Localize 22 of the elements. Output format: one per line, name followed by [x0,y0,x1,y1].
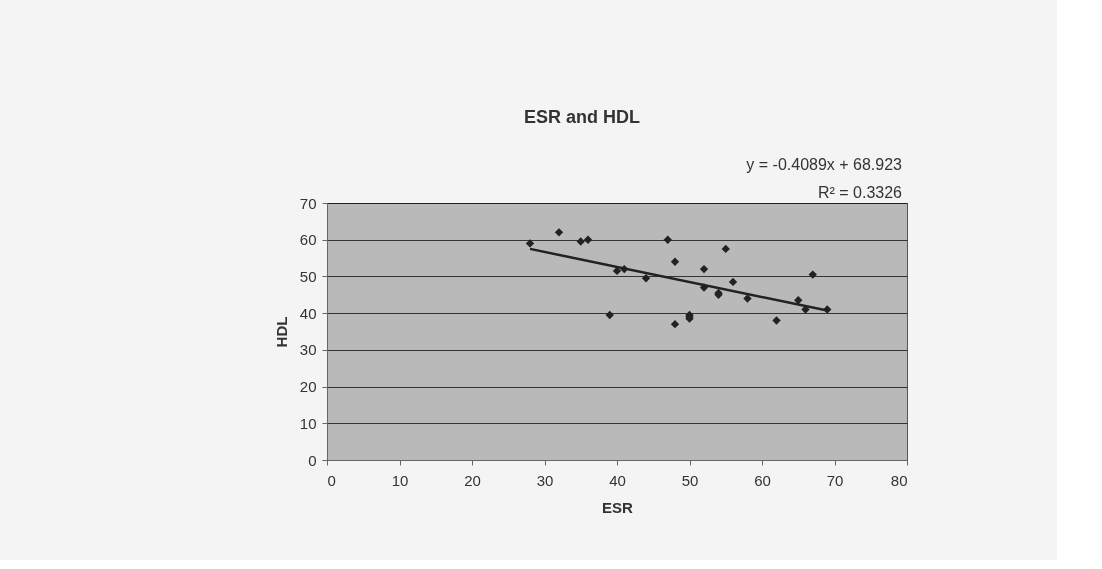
y-tick-label: 20 [299,378,317,396]
y-axis-title: HDL [272,316,290,348]
y-tick-label: 10 [299,414,317,432]
y-tick-label: 50 [299,267,317,285]
x-tick-label: 10 [391,471,409,489]
chart-title: ESR and HDL [523,107,641,127]
y-tick-label: 0 [308,451,317,469]
x-tick-label: 70 [826,471,844,489]
text: y = -0.4089x + 68.923 [746,156,903,173]
y-tick-label: 30 [299,341,317,359]
x-tick-label: 60 [754,471,771,489]
y-tick-label: 70 [299,194,317,212]
x-tick-label: 50 [681,471,699,489]
x-tick-label: 80 [890,471,908,489]
y-tick-label: 60 [299,231,317,249]
y-tick-label: 40 [299,304,317,322]
x-tick-label: 0 [327,471,336,489]
x-tick-label: 20 [464,471,481,489]
x-tick-label: 40 [609,471,626,489]
x-tick-label: 30 [536,471,554,489]
text: R² = 0.3326 [817,184,903,201]
x-axis-title: ESR [602,498,634,516]
